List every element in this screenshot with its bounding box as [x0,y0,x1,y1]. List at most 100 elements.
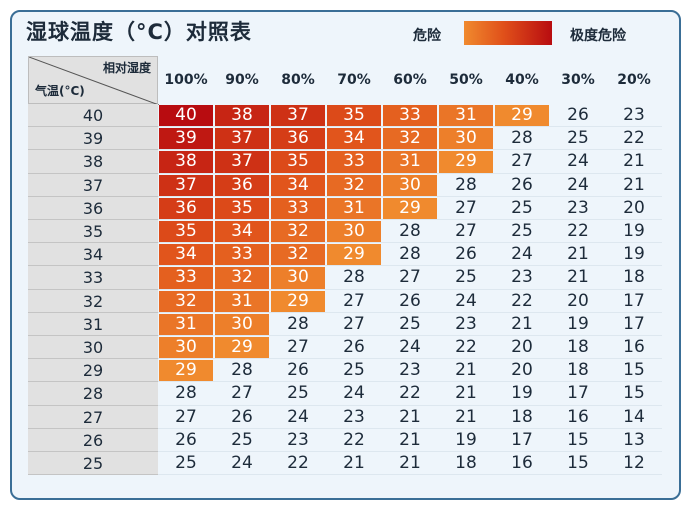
row-grid-line [158,288,662,290]
table-cell: 26 [399,290,421,311]
table-cell: 24 [399,337,421,357]
table-cell: 34 [271,174,325,196]
table-cell: 32 [215,267,269,289]
table-cell: 19 [623,244,645,265]
table-cell: 21 [399,429,421,450]
table-cell: 24 [343,383,365,404]
table-cell: 15 [623,360,645,381]
row-grid-line [158,242,662,244]
row-grid-line [158,149,662,151]
column-header: 60% [393,72,427,88]
table-cell: 17 [511,429,533,450]
table-cell: 24 [567,151,589,172]
table-cell: 26 [511,174,533,195]
table-cell: 19 [623,221,645,241]
table-cell: 27 [399,267,421,288]
table-cell: 20 [567,290,589,311]
table-cell: 32 [271,244,325,266]
table-cell: 31 [215,290,269,312]
table-cell: 29 [495,105,549,127]
table-cell: 17 [623,290,645,311]
column-header: 70% [337,72,371,88]
table-cell: 18 [455,453,477,473]
row-grid-line [158,358,662,360]
row-header: 28 [28,382,158,406]
table-cell: 22 [567,221,589,241]
table-cell: 18 [567,337,589,357]
table-cell: 27 [175,406,197,427]
temperature-axis-label: 气温(°C) [35,84,85,98]
table-cell: 20 [511,360,533,381]
table-cell: 15 [623,383,645,404]
table-cell: 38 [215,105,269,127]
table-cell: 21 [567,244,589,265]
table-cell: 25 [511,221,533,241]
table-cell: 18 [511,406,533,427]
table-cell: 26 [287,360,309,381]
row-header: 39 [28,127,158,151]
row-header: 26 [28,428,158,452]
table-cell: 37 [215,151,269,173]
legend-danger-label: 危险 [413,28,441,44]
table-cell: 21 [343,453,365,473]
row-header: 34 [28,243,158,267]
row-header: 33 [28,266,158,290]
table-cell: 26 [231,406,253,427]
table-cell: 20 [623,197,645,218]
table-cell: 30 [327,221,381,243]
table-cell: 20 [511,337,533,357]
table-cell: 19 [455,429,477,450]
table-cell: 30 [271,267,325,289]
table-cell: 24 [567,174,589,195]
table-cell: 28 [343,267,365,288]
table-cell: 32 [159,290,213,312]
table-cell: 23 [287,429,309,450]
table-cell: 33 [159,267,213,289]
table-cell: 30 [159,337,213,359]
table-cell: 25 [175,453,197,473]
table-cell: 14 [623,406,645,427]
table-cell: 36 [215,174,269,196]
table-cell: 33 [271,197,325,219]
table-cell: 21 [623,174,645,195]
table-cell: 15 [567,429,589,450]
table-cell: 28 [511,128,533,149]
table-cell: 29 [439,151,493,173]
table-cell: 30 [215,313,269,335]
table-cell: 24 [455,290,477,311]
table-cell: 21 [455,360,477,381]
row-header: 25 [28,452,158,476]
table-cell: 25 [455,267,477,288]
table-cell: 37 [159,174,213,196]
row-header: 31 [28,312,158,336]
table-cell: 36 [159,197,213,219]
table-cell: 27 [343,290,365,311]
table-cell: 29 [271,290,325,312]
table-cell: 19 [511,383,533,404]
table-cell: 25 [343,360,365,381]
table-cell: 30 [383,174,437,196]
column-header: 90% [225,72,259,88]
table-cell: 21 [567,267,589,288]
table-cell: 29 [215,337,269,359]
table-cell: 21 [399,406,421,427]
table-cell: 34 [215,221,269,243]
table-cell: 31 [439,105,493,127]
row-grid-line [158,311,662,313]
row-grid-line [158,172,662,174]
row-grid-line [158,427,662,429]
table-cell: 31 [327,197,381,219]
row-header: 37 [28,173,158,197]
table-cell: 27 [455,197,477,218]
table-cell: 16 [511,453,533,473]
table-corner-header: 相对湿度 气温(°C) [28,56,159,105]
table-cell: 29 [383,197,437,219]
row-header: 27 [28,405,158,429]
table-cell: 13 [623,429,645,450]
table-cell: 37 [271,105,325,127]
table-cell: 21 [511,313,533,334]
table-cell: 23 [567,197,589,218]
table-cell: 33 [327,151,381,173]
table-cell: 31 [159,313,213,335]
table-cell: 35 [215,197,269,219]
